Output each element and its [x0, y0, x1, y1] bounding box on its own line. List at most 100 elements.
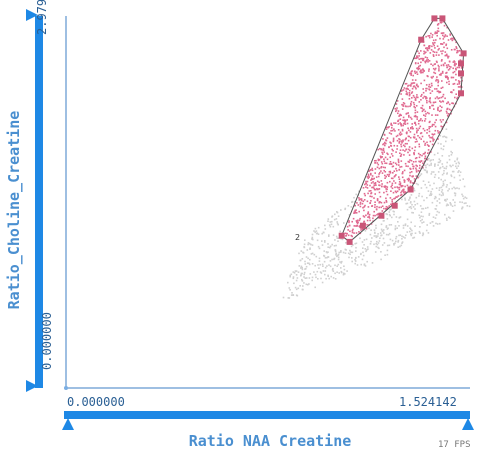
vertex-handle[interactable] — [338, 232, 345, 239]
data-point — [413, 189, 416, 192]
data-point — [451, 187, 453, 190]
selected-data-point — [423, 140, 425, 143]
selected-data-point — [446, 47, 449, 50]
y-slider-bottom-handle-icon[interactable] — [26, 380, 40, 394]
vertex-handle[interactable] — [407, 186, 414, 193]
y-axis-range-slider[interactable] — [35, 16, 43, 388]
data-point — [315, 230, 318, 232]
vertex-handle[interactable] — [439, 15, 446, 22]
selected-data-point — [384, 186, 386, 188]
vertex-handle[interactable] — [460, 50, 467, 57]
selected-data-point — [392, 140, 395, 143]
selected-data-point — [415, 169, 418, 171]
selected-data-point — [460, 76, 462, 79]
data-point — [424, 183, 426, 186]
data-point — [461, 193, 463, 196]
selected-data-point — [442, 50, 444, 52]
data-point — [328, 234, 330, 236]
data-point — [309, 248, 311, 250]
data-point — [316, 239, 319, 242]
selected-data-point — [406, 119, 408, 121]
selected-data-point — [446, 26, 448, 29]
selected-data-point — [383, 160, 386, 162]
selected-data-point — [409, 185, 412, 188]
selected-data-point — [402, 191, 405, 194]
data-point — [323, 255, 326, 257]
selected-data-point — [383, 169, 385, 172]
selected-data-point — [397, 129, 400, 131]
x-slider-left-handle-icon[interactable] — [62, 418, 74, 430]
data-point — [464, 196, 466, 199]
selected-data-point — [430, 82, 433, 85]
data-point — [428, 164, 431, 167]
data-point — [461, 206, 464, 209]
data-point — [445, 186, 448, 188]
data-point — [348, 256, 350, 259]
data-point — [422, 207, 425, 210]
selected-data-point — [439, 105, 441, 107]
selected-data-point — [394, 162, 397, 165]
data-point — [426, 224, 428, 226]
selected-data-point — [376, 166, 379, 169]
data-point — [303, 282, 305, 284]
y-slider-top-handle-icon[interactable] — [26, 9, 40, 23]
selected-data-point — [402, 185, 404, 187]
selected-data-point — [448, 113, 450, 115]
data-point — [309, 273, 312, 275]
data-point — [399, 245, 401, 248]
selected-data-point — [423, 50, 425, 53]
selected-data-point — [409, 116, 412, 119]
data-point — [434, 173, 437, 176]
data-point — [451, 139, 453, 141]
selected-data-point — [415, 164, 417, 167]
selected-data-point — [395, 135, 398, 138]
data-point — [337, 258, 340, 261]
selected-data-point — [434, 72, 437, 75]
selected-data-point — [413, 70, 416, 73]
selected-data-point — [360, 198, 363, 200]
data-point — [414, 204, 416, 206]
vertex-handle[interactable] — [346, 238, 353, 245]
selected-data-point — [434, 67, 437, 70]
data-point — [325, 251, 328, 253]
vertex-handle[interactable] — [378, 212, 385, 219]
vertex-handle[interactable] — [359, 222, 366, 229]
data-point — [307, 242, 310, 244]
selected-data-point — [443, 24, 446, 27]
x-slider-right-handle-icon[interactable] — [462, 418, 474, 430]
selected-data-point — [415, 157, 418, 159]
selected-data-point — [455, 68, 457, 71]
selected-data-point — [420, 138, 422, 140]
selected-data-point — [394, 107, 396, 110]
vertex-handle[interactable] — [458, 70, 464, 77]
selected-data-point — [420, 82, 422, 85]
selected-data-point — [450, 49, 453, 51]
selected-data-point — [452, 76, 455, 79]
x-axis-range-slider[interactable] — [64, 411, 470, 419]
vertex-handle[interactable] — [391, 202, 398, 209]
selected-data-point — [405, 82, 408, 85]
data-point — [398, 217, 401, 219]
vertex-handle[interactable] — [418, 36, 425, 43]
data-point — [290, 294, 293, 296]
selected-data-point — [433, 101, 435, 104]
selected-data-point — [401, 108, 404, 110]
selected-data-point — [421, 135, 424, 138]
selected-data-point — [425, 47, 428, 49]
selected-data-point — [380, 156, 382, 159]
selected-data-point — [408, 114, 410, 117]
vertex-handle[interactable] — [458, 90, 464, 97]
selected-data-point — [450, 91, 452, 93]
selected-data-point — [423, 160, 426, 163]
data-point — [304, 277, 307, 279]
selected-data-point — [381, 210, 384, 212]
selected-data-point — [385, 205, 388, 208]
data-point — [443, 145, 445, 147]
vertex-handle[interactable] — [458, 60, 464, 67]
vertex-handle[interactable] — [431, 15, 438, 22]
selected-data-point — [428, 121, 431, 124]
selected-data-point — [374, 172, 376, 174]
selected-data-point — [365, 228, 368, 230]
data-point — [301, 288, 304, 291]
